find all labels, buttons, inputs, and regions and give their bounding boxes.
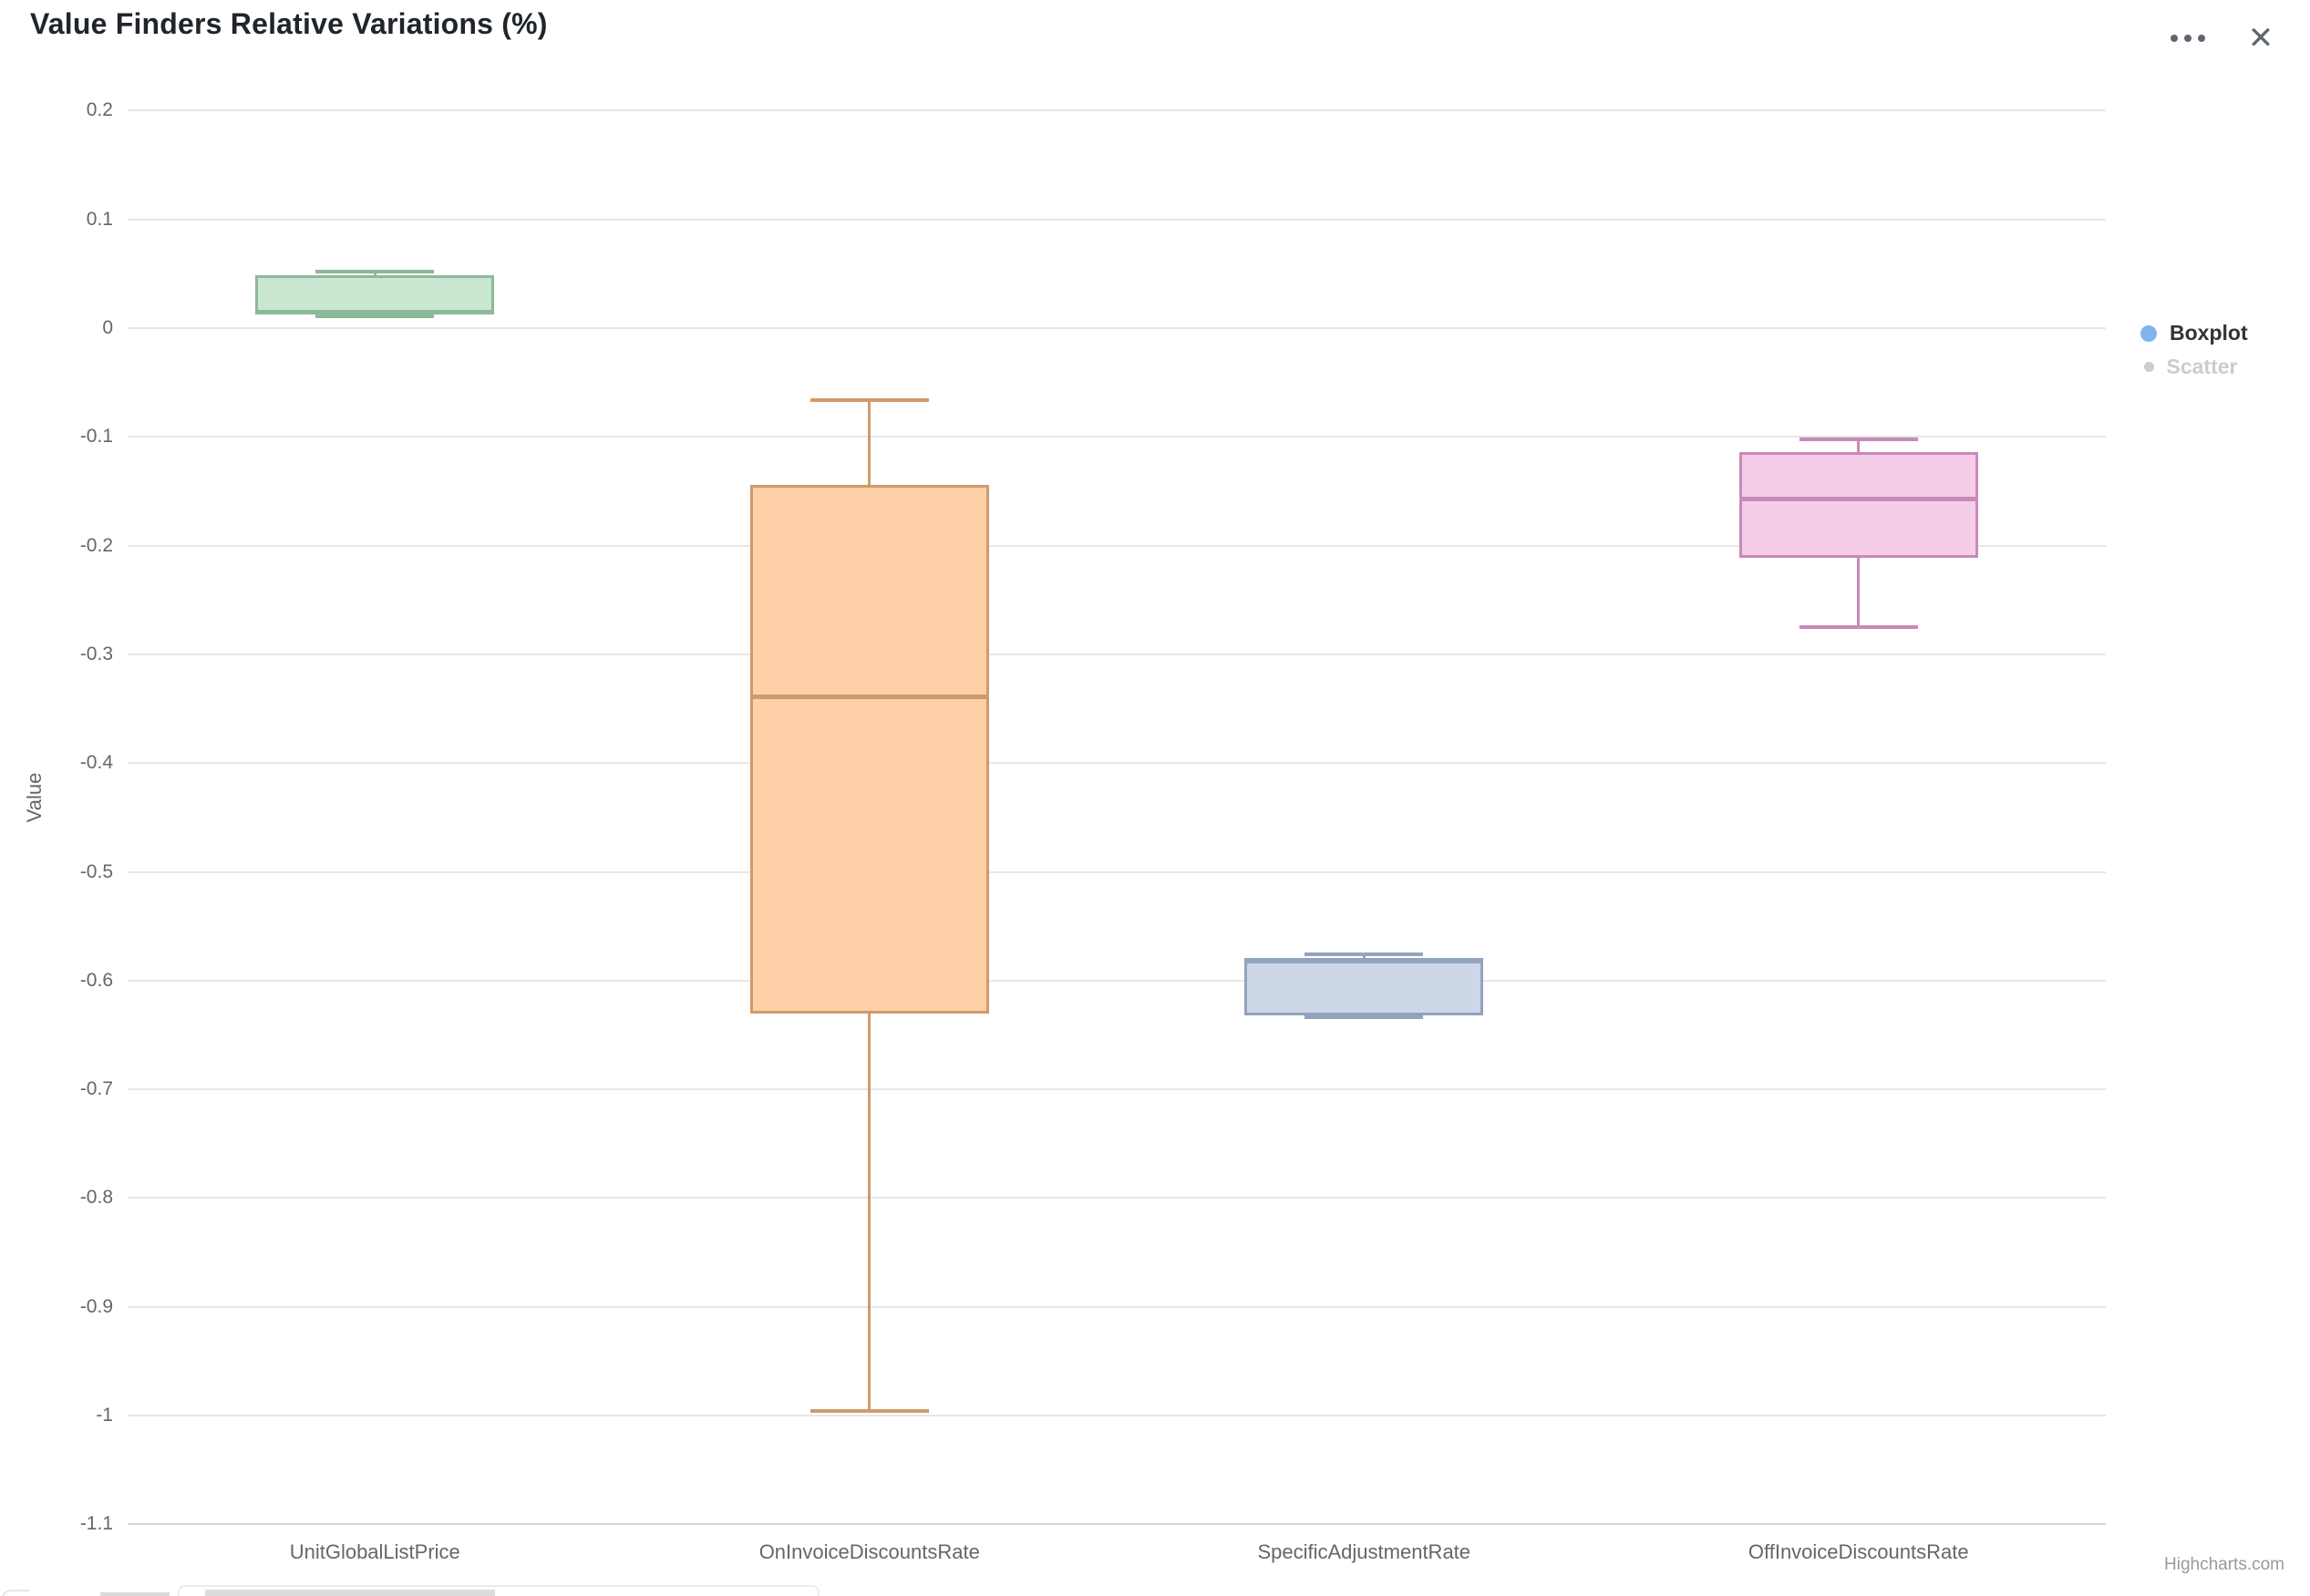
x-axis-category-label: SpecificAdjustmentRate xyxy=(1257,1540,1471,1563)
lower-whisker-line xyxy=(1857,557,1861,628)
context-menu-button[interactable] xyxy=(2162,16,2213,60)
gridline xyxy=(128,1305,2106,1308)
lower-whisker-line xyxy=(868,1013,871,1412)
median-line xyxy=(1244,958,1484,963)
gridline xyxy=(128,1415,2106,1416)
chart-title: Value Finders Relative Variations (%) xyxy=(30,7,548,40)
ellipsis-icon xyxy=(2171,35,2205,42)
median-line xyxy=(749,694,989,699)
gridline xyxy=(128,327,2106,329)
median-line xyxy=(255,310,495,315)
upper-whisker-line xyxy=(868,399,871,485)
gridline xyxy=(128,1197,2106,1200)
lower-whisker-cap xyxy=(1799,625,1918,630)
x-axis-category-label: OnInvoiceDiscountsRate xyxy=(758,1540,980,1563)
y-axis-tick-label: -0.6 xyxy=(79,969,113,991)
gridline xyxy=(128,979,2106,982)
legend-label: Scatter xyxy=(2166,355,2238,378)
y-axis-tick-label: -0.4 xyxy=(79,752,113,774)
boxplot-box[interactable] xyxy=(749,484,989,1014)
y-axis-tick-label: -0.7 xyxy=(79,1078,113,1100)
lower-whisker-cap xyxy=(810,1409,929,1414)
gridline xyxy=(128,762,2106,765)
cutoff-bar xyxy=(100,1592,170,1596)
gridline xyxy=(128,653,2106,655)
gridline xyxy=(128,1088,2106,1091)
gridline xyxy=(128,218,2106,221)
upper-whisker-cap xyxy=(1799,437,1918,441)
x-axis-category-label: UnitGlobalListPrice xyxy=(289,1540,460,1563)
y-axis-tick-label: -0.9 xyxy=(79,1295,113,1317)
lower-whisker-cap xyxy=(315,314,435,318)
y-axis-tick-label: -0.2 xyxy=(79,534,113,556)
y-axis-tick-label: -0.1 xyxy=(79,426,113,448)
y-axis-tick-label: 0 xyxy=(102,317,113,338)
cutoff-card xyxy=(178,1585,820,1596)
upper-whisker-cap xyxy=(810,397,929,402)
y-axis-tick-label: 0.2 xyxy=(86,99,113,121)
boxplot-box[interactable] xyxy=(1738,452,1978,558)
highcharts-credit[interactable]: Highcharts.com xyxy=(2164,1555,2284,1574)
gridline xyxy=(128,1523,2106,1526)
median-line xyxy=(1738,496,1978,501)
gridline xyxy=(128,436,2106,438)
gridline xyxy=(128,870,2106,873)
lower-whisker-cap xyxy=(1305,1015,1424,1020)
close-icon: ✕ xyxy=(2247,21,2274,56)
cutoff-card-corner xyxy=(2,1590,29,1596)
legend-item-scatter[interactable]: Scatter xyxy=(2140,355,2248,379)
gridline xyxy=(128,109,2106,112)
y-axis-tick-label: -1.1 xyxy=(79,1513,113,1535)
boxplot-box[interactable] xyxy=(1244,957,1484,1015)
boxplot-box[interactable] xyxy=(255,274,495,314)
y-axis-tick-label: -0.3 xyxy=(79,643,113,664)
legend-label: Boxplot xyxy=(2170,321,2248,345)
upper-whisker-cap xyxy=(1305,952,1424,957)
upper-whisker-cap xyxy=(315,269,435,273)
close-button[interactable]: ✕ xyxy=(2235,16,2286,60)
legend-item-boxplot[interactable]: Boxplot xyxy=(2140,321,2248,345)
legend-marker-icon xyxy=(2143,362,2154,372)
gridline xyxy=(128,544,2106,547)
y-axis-tick-label: -1 xyxy=(96,1405,113,1426)
legend: Boxplot Scatter xyxy=(2140,321,2248,388)
legend-marker-icon xyxy=(2140,324,2157,342)
x-axis-category-label: OffInvoiceDiscountsRate xyxy=(1748,1540,1969,1563)
y-axis-tick-label: 0.1 xyxy=(86,208,113,230)
upper-whisker-line xyxy=(1857,438,1861,452)
y-axis-tick-label: -0.5 xyxy=(79,860,113,882)
y-axis-tick-label: -0.8 xyxy=(79,1187,113,1209)
